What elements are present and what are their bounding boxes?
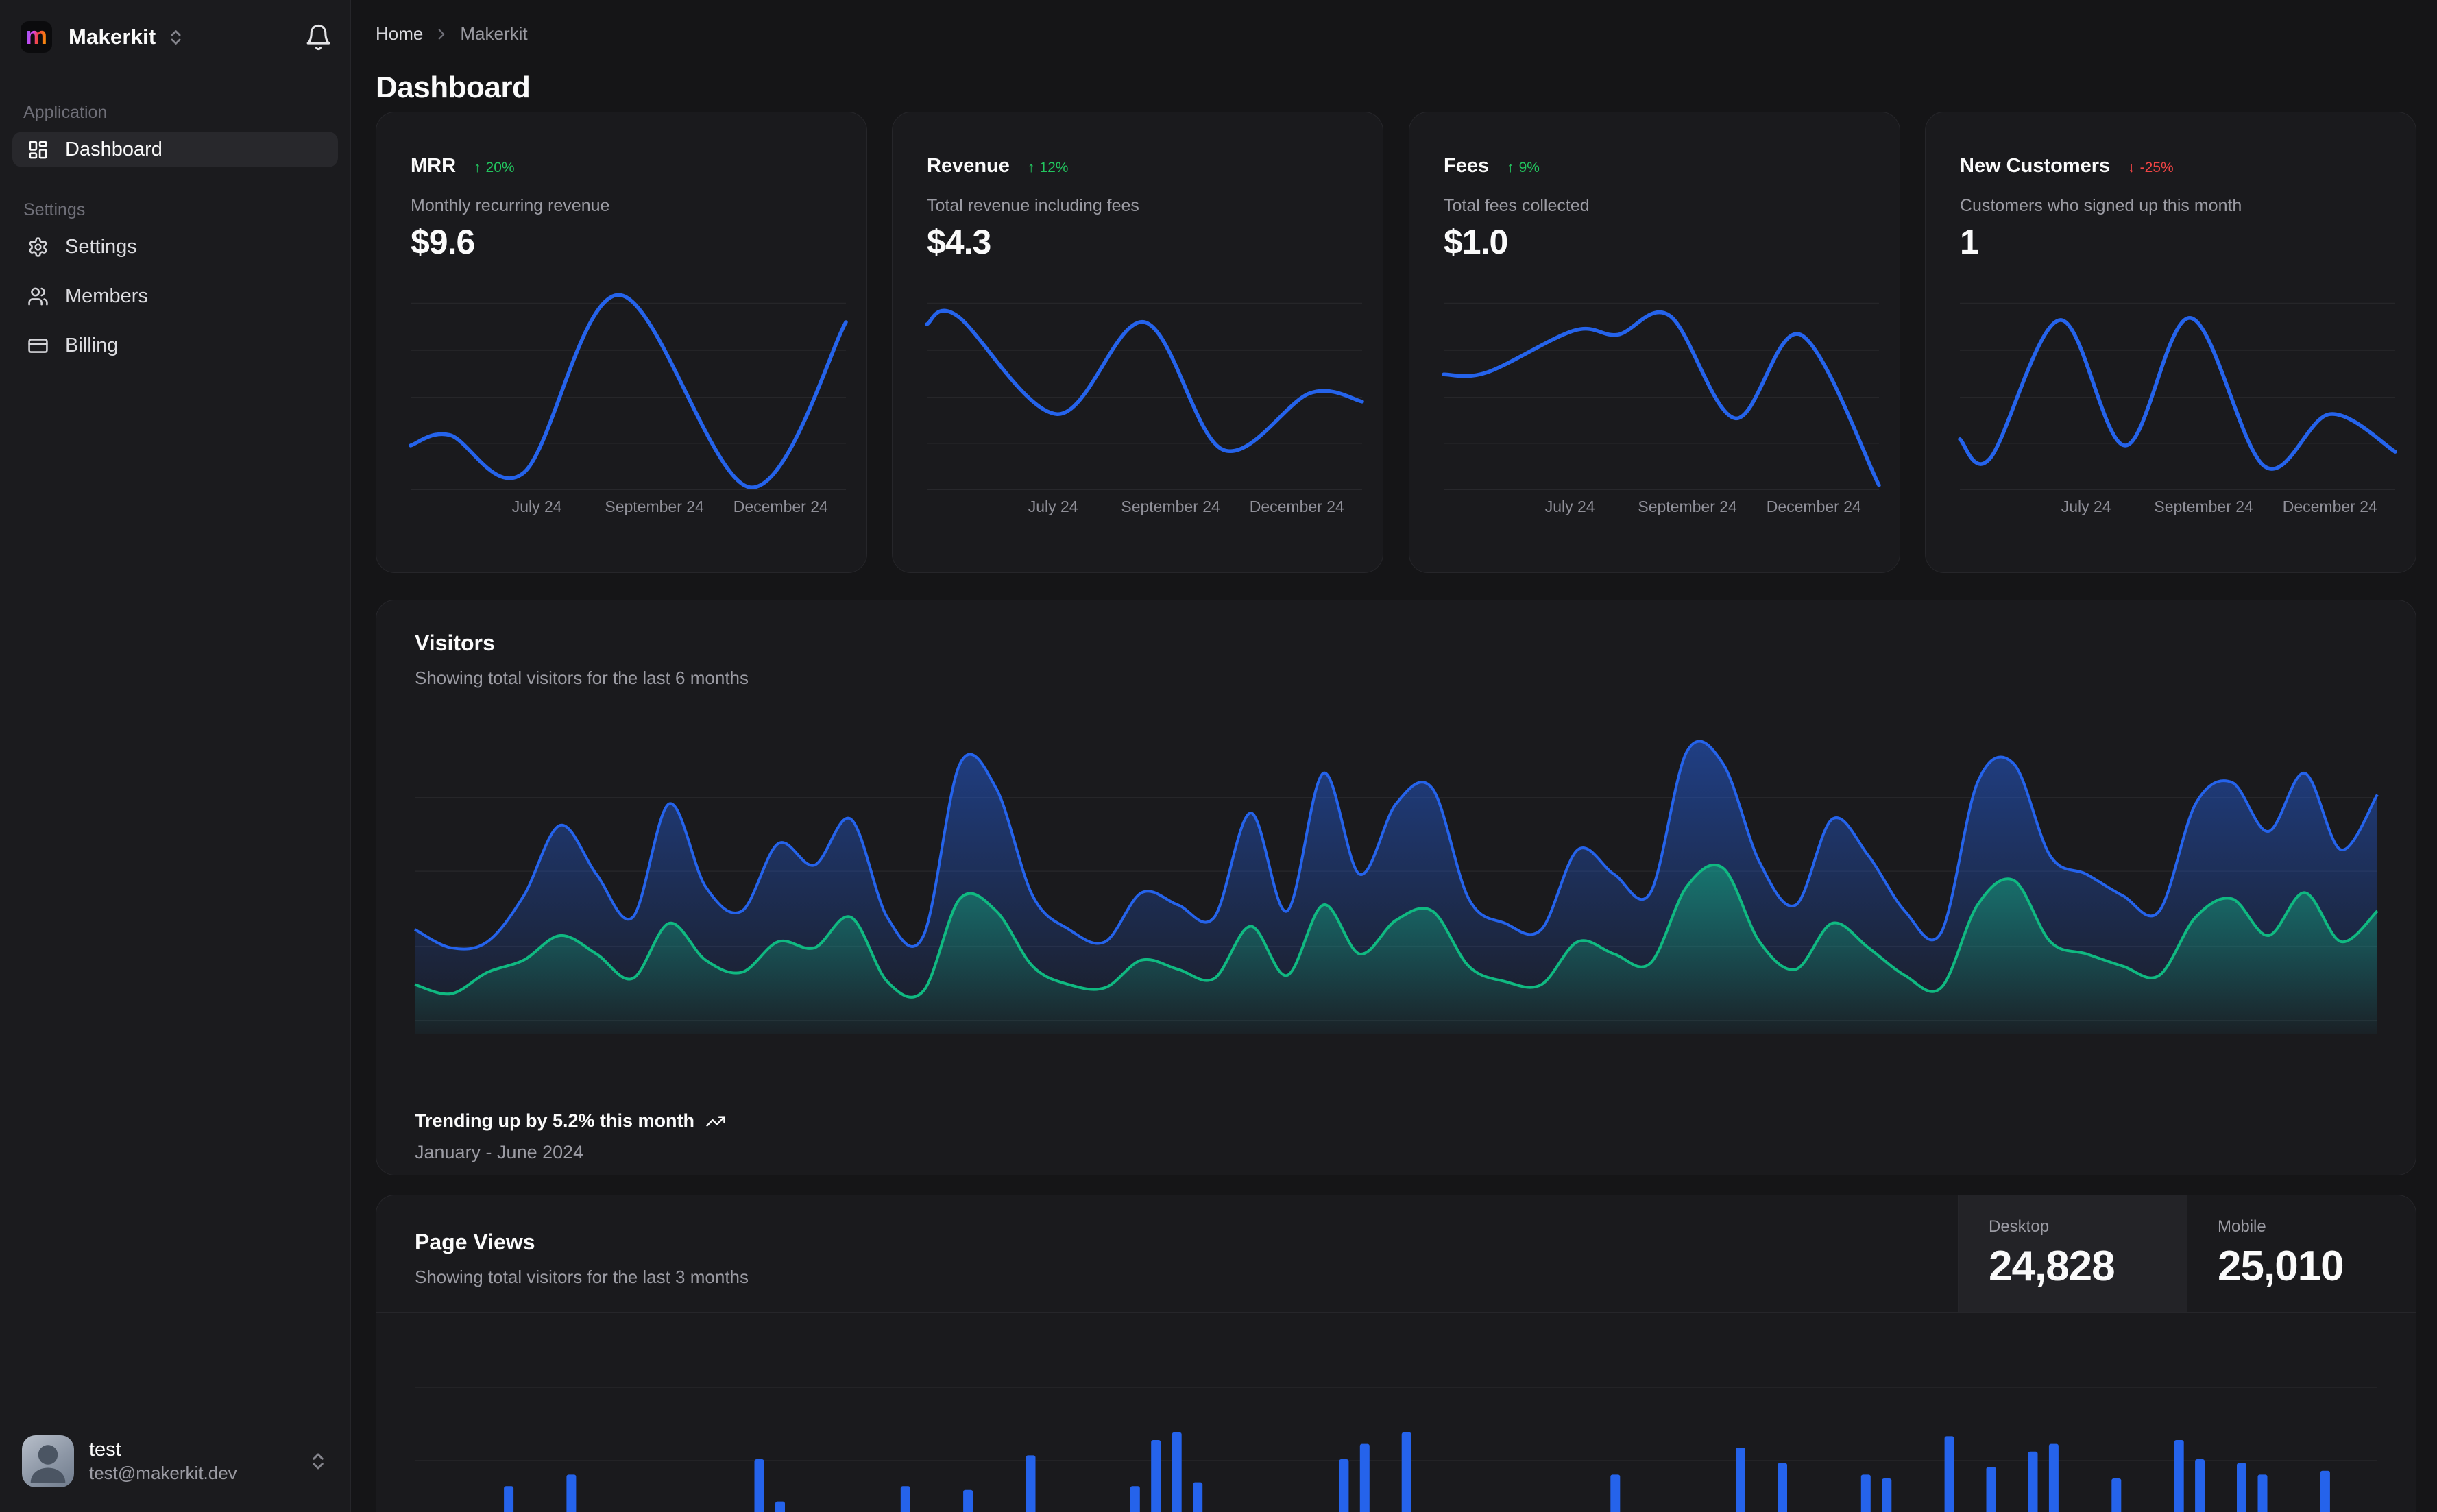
trend-badge: ↑ 20% (474, 160, 515, 175)
stat-card-mrr: MRR ↑ 20% Monthly recurring revenue $9.6 … (376, 112, 867, 573)
stat-description: Customers who signed up this month (1960, 196, 2242, 215)
visitors-date-range: January - June 2024 (415, 1142, 584, 1162)
sidebar-item-members[interactable]: Members (12, 278, 338, 314)
stat-title: Fees (1444, 155, 1490, 177)
x-tick: September 24 (605, 498, 704, 515)
page-views-subtitle: Showing total visitors for the last 3 mo… (415, 1267, 749, 1287)
sidebar-item-label: Billing (65, 334, 119, 356)
x-tick: September 24 (2154, 498, 2253, 515)
stat-description: Monthly recurring revenue (411, 196, 610, 215)
avatar (22, 1435, 74, 1487)
page-title: Dashboard (376, 71, 531, 105)
trend-badge: ↑ 12% (1027, 160, 1069, 175)
makerkit-logo-glyph: m (25, 21, 47, 49)
stat-card-new-customers: New Customers ↓ -25% Customers who signed… (1925, 112, 2416, 573)
toggle-label: Desktop (1989, 1217, 2050, 1236)
page-views-title: Page Views (415, 1230, 535, 1254)
x-axis-ticks: July 24 September 24 December 24 (927, 498, 1362, 518)
arrow-up-icon: ↑ (474, 160, 481, 175)
breadcrumb-home-link[interactable]: Home (376, 23, 424, 44)
main-content: Home Makerkit Dashboard MRR ↑ 20% Monthly… (352, 0, 2437, 1512)
workspace-name: Makerkit (69, 25, 156, 49)
trend-badge: ↑ 9% (1507, 160, 1540, 175)
visitors-title: Visitors (415, 631, 495, 655)
x-tick: December 24 (1249, 498, 1344, 515)
visitors-trend-text: Trending up by 5.2% this month (415, 1110, 695, 1131)
chevrons-up-down-icon (308, 1451, 328, 1472)
user-meta: test test@makerkit.dev (89, 1437, 237, 1485)
user-email: test@makerkit.dev (89, 1463, 237, 1484)
page-views-bar-chart (415, 1344, 2377, 1512)
x-tick: September 24 (1638, 498, 1737, 515)
x-axis-ticks: July 24 September 24 December 24 (1960, 498, 2395, 518)
trending-up-icon (705, 1111, 726, 1132)
sidebar-item-settings[interactable]: Settings (12, 229, 338, 265)
page-views-series-toggles: Desktop 24,828 Mobile 25,010 (1958, 1195, 2416, 1312)
stat-value: 1 (1960, 223, 1979, 261)
nav-section-label-application: Application (23, 103, 108, 122)
toggle-value: 25,010 (2218, 1243, 2344, 1290)
arrow-down-icon: ↓ (2128, 160, 2135, 175)
trend-badge: ↓ -25% (2128, 160, 2174, 175)
x-tick: December 24 (2282, 498, 2377, 515)
revenue-sparkline-chart (925, 280, 1364, 490)
user-menu[interactable]: test test@makerkit.dev (12, 1428, 338, 1494)
makerkit-logo: m (21, 21, 52, 53)
visitors-footer: Trending up by 5.2% this month (415, 1110, 726, 1132)
nav-section-label-settings: Settings (23, 200, 86, 219)
page-views-card: Page Views Showing total visitors for th… (376, 1195, 2416, 1512)
x-tick: December 24 (733, 498, 828, 515)
credit-card-icon (27, 335, 49, 356)
notifications-bell-icon[interactable] (304, 23, 332, 51)
workspace-selector[interactable]: m Makerkit (21, 19, 332, 55)
x-axis-ticks: July 24 September 24 December 24 (411, 498, 846, 518)
toggle-value: 24,828 (1989, 1243, 2115, 1290)
toggle-mobile[interactable]: Mobile 25,010 (2187, 1195, 2416, 1312)
sidebar: m Makerkit Application Dashboard Setting… (0, 0, 351, 1512)
users-icon (27, 286, 49, 307)
page-views-header: Page Views Showing total visitors for th… (376, 1195, 2416, 1313)
sidebar-item-label: Dashboard (65, 138, 162, 160)
visitors-subtitle: Showing total visitors for the last 6 mo… (415, 668, 749, 688)
stat-title: New Customers (1960, 155, 2111, 177)
toggle-label: Mobile (2218, 1217, 2266, 1236)
customers-sparkline-chart (1958, 280, 2397, 490)
stat-value: $1.0 (1444, 223, 1508, 261)
stat-card-fees: Fees ↑ 9% Total fees collected $1.0 July … (1409, 112, 1900, 573)
stat-title: Revenue (927, 155, 1010, 177)
x-tick: September 24 (1121, 498, 1220, 515)
sidebar-item-label: Settings (65, 235, 137, 258)
breadcrumb-current: Makerkit (460, 23, 528, 44)
stat-title: MRR (411, 155, 457, 177)
stat-card-revenue: Revenue ↑ 12% Total revenue including fee… (892, 112, 1383, 573)
x-tick: July 24 (1544, 498, 1595, 515)
mrr-sparkline-chart (409, 280, 848, 490)
gear-icon (27, 236, 49, 258)
x-axis-ticks: July 24 September 24 December 24 (1444, 498, 1879, 518)
stat-value: $9.6 (411, 223, 475, 261)
stat-value: $4.3 (927, 223, 991, 261)
x-tick: July 24 (511, 498, 562, 515)
stat-description: Total fees collected (1444, 196, 1590, 215)
x-tick: July 24 (2061, 498, 2111, 515)
visitors-card: Visitors Showing total visitors for the … (376, 600, 2416, 1175)
breadcrumb: Home Makerkit (376, 23, 528, 45)
sidebar-item-billing[interactable]: Billing (12, 328, 338, 363)
user-name: test (89, 1438, 121, 1461)
sidebar-item-dashboard[interactable]: Dashboard (12, 132, 338, 167)
chevrons-up-down-icon (167, 28, 185, 47)
arrow-up-icon: ↑ (1027, 160, 1035, 175)
arrow-up-icon: ↑ (1507, 160, 1514, 175)
x-tick: December 24 (1766, 498, 1861, 515)
fees-sparkline-chart (1442, 280, 1881, 490)
x-tick: July 24 (1028, 498, 1078, 515)
toggle-desktop[interactable]: Desktop 24,828 (1958, 1195, 2187, 1312)
dashboard-icon (27, 139, 49, 160)
stat-description: Total revenue including fees (927, 196, 1139, 215)
sidebar-item-label: Members (65, 284, 148, 307)
chevron-right-icon (433, 25, 450, 43)
visitors-area-chart (414, 727, 2379, 1034)
